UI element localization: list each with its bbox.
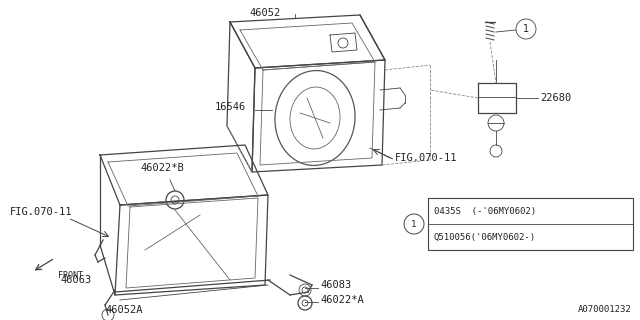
- Bar: [428, 198, 633, 250]
- Text: FIG.070-11: FIG.070-11: [10, 207, 72, 217]
- Text: 46022*A: 46022*A: [320, 295, 364, 305]
- Text: Q510056('06MY0602-): Q510056('06MY0602-): [434, 233, 536, 242]
- Text: 22680: 22680: [540, 93, 572, 103]
- Text: 46052A: 46052A: [105, 305, 143, 315]
- Text: FIG.070-11: FIG.070-11: [395, 153, 458, 163]
- Text: 1: 1: [523, 24, 529, 34]
- Text: A070001232: A070001232: [579, 305, 632, 314]
- Text: FRONT: FRONT: [58, 270, 83, 279]
- Text: 16546: 16546: [215, 102, 246, 112]
- Text: 46022*B: 46022*B: [140, 163, 184, 173]
- Text: 46052: 46052: [250, 8, 280, 18]
- Text: 46083: 46083: [320, 280, 351, 290]
- Text: 1: 1: [412, 220, 417, 228]
- Text: 0435S  (-'06MY0602): 0435S (-'06MY0602): [434, 206, 536, 215]
- Text: 46063: 46063: [60, 275, 92, 285]
